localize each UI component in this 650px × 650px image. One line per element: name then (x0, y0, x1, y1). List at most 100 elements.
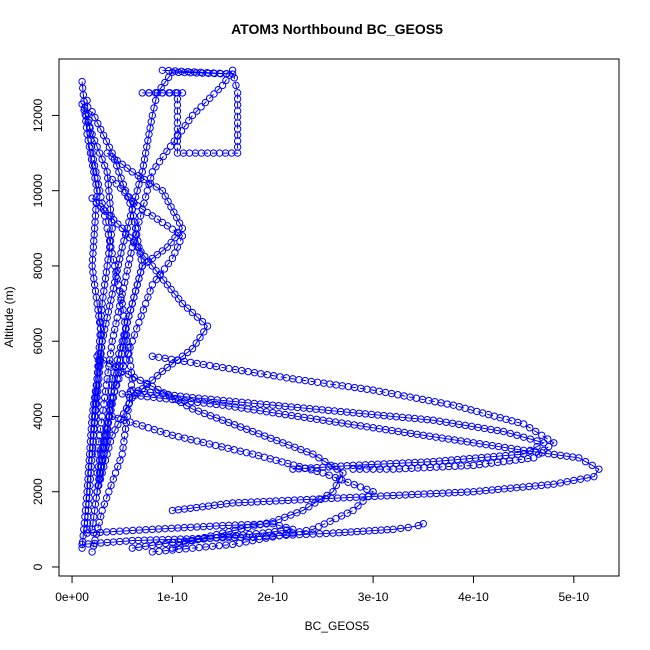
data-point (419, 519, 428, 528)
series-line (86, 100, 133, 553)
series-line (122, 393, 600, 512)
data-point (118, 367, 126, 376)
data-point (93, 488, 101, 496)
data-point (389, 525, 397, 534)
data-point (88, 548, 96, 556)
data-point (139, 306, 148, 314)
y-tick-label: 8000 (31, 252, 45, 279)
data-point (121, 356, 130, 364)
data-point (152, 266, 160, 275)
data-point (344, 478, 352, 487)
data-point (309, 450, 317, 458)
data-point (115, 168, 123, 176)
data-point (188, 345, 197, 353)
data-point (111, 469, 120, 477)
data-point (143, 380, 152, 389)
data-point (192, 339, 200, 347)
data-point (114, 462, 122, 471)
data-point (136, 376, 144, 385)
data-point (154, 385, 162, 394)
data-point (228, 66, 237, 74)
data-point (151, 96, 160, 105)
data-point (570, 476, 578, 485)
data-point (563, 477, 571, 486)
data-point (90, 136, 99, 145)
data-point (93, 352, 101, 360)
data-point (311, 499, 319, 507)
data-point (110, 155, 119, 164)
data-point (545, 442, 553, 451)
data-point (144, 257, 153, 265)
data-point (91, 113, 99, 122)
series-16 (88, 107, 146, 496)
data-point (193, 437, 201, 445)
y-tick-label: 4000 (31, 403, 45, 430)
data-point (218, 81, 227, 90)
series-3 (93, 66, 242, 458)
data-point (124, 193, 132, 201)
data-point (166, 142, 175, 150)
data-point (506, 429, 514, 438)
data-point (305, 503, 313, 511)
data-point (363, 485, 371, 494)
data-point (177, 127, 186, 135)
data-point (116, 456, 124, 465)
data-point (525, 424, 534, 432)
data-point (369, 488, 377, 496)
series-line (152, 355, 555, 470)
data-point (183, 402, 191, 410)
data-point (595, 465, 603, 473)
data-point (248, 536, 257, 545)
data-point (128, 337, 136, 345)
data-point (114, 220, 122, 228)
data-point (519, 433, 528, 441)
data-point (126, 199, 134, 207)
data-point (112, 180, 121, 188)
data-point (93, 143, 101, 151)
data-point (188, 308, 197, 317)
data-point (168, 544, 177, 552)
data-point (130, 331, 139, 339)
series-11 (118, 390, 603, 515)
data-point (533, 442, 541, 451)
data-point (137, 312, 145, 320)
data-point (583, 474, 591, 482)
data-point (289, 465, 297, 473)
data-point (88, 107, 96, 116)
data-point (148, 262, 157, 270)
data-point (275, 521, 284, 530)
data-point (166, 89, 174, 97)
data-point (164, 259, 173, 268)
data-point (230, 446, 238, 454)
data-point (143, 208, 152, 217)
data-point (168, 360, 177, 368)
data-point (163, 147, 171, 156)
data-point (109, 475, 118, 483)
data-point (119, 362, 128, 370)
data-point (356, 483, 365, 491)
y-tick-label: 12000 (31, 98, 45, 132)
data-point (167, 285, 175, 294)
data-point (242, 448, 251, 457)
series-line (132, 389, 546, 470)
data-point (150, 104, 158, 112)
data-point (137, 248, 145, 256)
data-point (200, 328, 208, 336)
data-point (196, 333, 204, 342)
x-tick-label: 3e-10 (358, 590, 389, 604)
series-line (96, 69, 239, 455)
data-point (289, 529, 297, 537)
data-point (142, 379, 151, 388)
data-point (148, 281, 157, 289)
data-point (519, 420, 528, 428)
data-point (588, 461, 596, 470)
data-point (197, 103, 205, 111)
data-point (302, 526, 310, 535)
series-line (91, 69, 233, 455)
data-point (112, 161, 121, 170)
data-point (109, 216, 118, 224)
data-point (170, 137, 178, 145)
data-point (146, 179, 155, 187)
data-point (122, 229, 130, 237)
data-point (128, 544, 136, 552)
